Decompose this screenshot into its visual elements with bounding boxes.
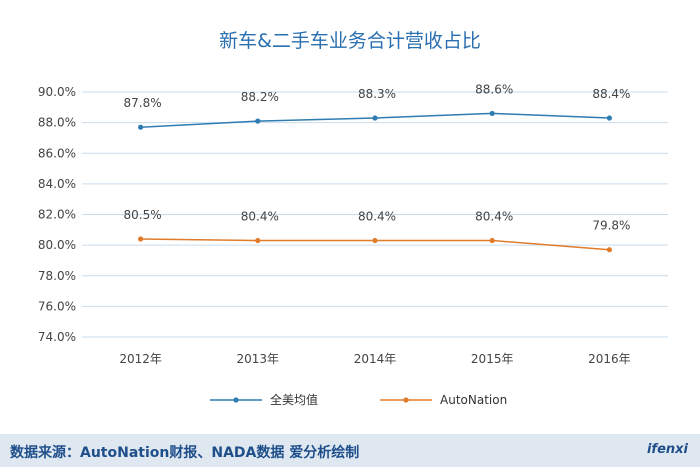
- legend-marker: [233, 397, 239, 403]
- chart-title: 新车&二手车业务合计营收占比: [219, 30, 481, 52]
- data-point: [606, 115, 613, 121]
- data-point: [138, 124, 144, 130]
- data-label: 88.6%: [475, 82, 513, 96]
- y-tick-label: 76.0%: [38, 299, 76, 313]
- x-tick-label: 2013年: [237, 352, 280, 366]
- legend: 全美均值 AutoNation: [210, 392, 507, 407]
- legend-marker: [403, 397, 409, 403]
- data-point: [255, 118, 261, 124]
- data-point: [372, 115, 378, 121]
- y-tick-label: 84.0%: [38, 177, 76, 191]
- y-tick-label: 88.0%: [38, 116, 76, 130]
- x-axis-tick-labels: 2012年 2013年 2014年 2015年 2016年: [119, 352, 630, 366]
- data-label: 88.4%: [592, 87, 630, 101]
- y-tick-label: 86.0%: [38, 146, 76, 160]
- data-label: 80.5%: [124, 208, 162, 222]
- data-point: [489, 237, 495, 244]
- data-point: [255, 237, 261, 244]
- legend-label: AutoNation: [440, 393, 507, 407]
- source-note: 数据来源：AutoNation财报、NADA数据 爱分析绘制: [10, 445, 360, 461]
- y-tick-label: 80.0%: [38, 238, 76, 252]
- x-tick-label: 2012年: [119, 352, 162, 366]
- data-label: 80.4%: [241, 210, 279, 224]
- data-point: [606, 247, 613, 253]
- data-point: [372, 237, 378, 244]
- data-label: 87.8%: [124, 96, 162, 110]
- data-label: 88.2%: [241, 90, 279, 104]
- x-tick-label: 2014年: [354, 352, 397, 366]
- footer-bar: 数据来源：AutoNation财报、NADA数据 爱分析绘制 ifenxi: [0, 434, 700, 467]
- data-point: [138, 236, 144, 242]
- line-chart: 新车&二手车业务合计营收占比 74.0% 76.0% 78.0% 80.0% 82.0%…: [38, 30, 668, 407]
- y-tick-label: 74.0%: [38, 330, 76, 344]
- y-tick-label: 78.0%: [38, 269, 76, 283]
- y-axis-tick-labels: 74.0% 76.0% 78.0% 80.0% 82.0% 84.0% 86.0% 88.0%…: [38, 85, 76, 344]
- legend-label: 全美均值: [270, 392, 318, 407]
- y-tick-label: 82.0%: [38, 208, 76, 222]
- data-label: 79.8%: [592, 219, 630, 233]
- data-label: 80.4%: [475, 210, 513, 224]
- data-label: 88.3%: [358, 87, 396, 101]
- x-tick-label: 2015年: [471, 352, 514, 366]
- y-tick-label: 90.0%: [38, 85, 76, 99]
- data-label: 80.4%: [358, 210, 396, 224]
- series-lines: [138, 110, 613, 253]
- grid-lines: [82, 91, 668, 338]
- data-labels: 87.8% 88.2% 88.3% 88.6% 88.4% 80.5% 80.4% 80.4%…: [124, 82, 631, 232]
- brand-logo: ifenxi: [646, 442, 688, 457]
- x-tick-label: 2016年: [588, 352, 631, 366]
- data-point: [489, 110, 495, 117]
